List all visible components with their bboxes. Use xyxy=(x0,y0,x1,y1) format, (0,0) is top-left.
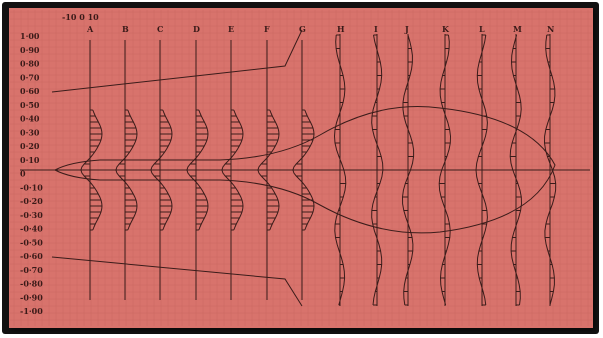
scan: -10 0 10 A B C D E F G H I J K L M N 1·00 0·90 0·80 0·70… xyxy=(0,0,603,338)
column-label: J xyxy=(404,24,409,34)
column-label: M xyxy=(513,24,522,34)
y-label: -0·10 xyxy=(20,182,43,192)
y-label: -1·00 xyxy=(20,306,43,316)
y-label: 0·10 xyxy=(20,155,40,165)
column-label: C xyxy=(157,24,163,34)
y-label: 0·50 xyxy=(20,100,40,110)
column-label: I xyxy=(374,24,378,34)
y-label: 0·30 xyxy=(20,127,40,137)
column-label: A xyxy=(86,24,94,34)
column-label: B xyxy=(122,24,129,34)
y-label: 0 xyxy=(20,169,26,179)
column-label: E xyxy=(228,24,234,34)
column-label: F xyxy=(264,24,270,34)
scale-label: -10 0 10 xyxy=(62,12,99,22)
y-label: 0·70 xyxy=(20,72,40,82)
y-label: 1·00 xyxy=(20,31,40,41)
column-label: N xyxy=(547,24,554,34)
column-label: G xyxy=(299,24,306,34)
y-label: -0·80 xyxy=(20,279,43,289)
column-label: D xyxy=(193,24,200,34)
y-label: -0·30 xyxy=(20,210,43,220)
page: -10 0 10 A B C D E F G H I J K L M N 1·00 0·90 0·80 0·70… xyxy=(0,0,603,338)
y-label: -0·60 xyxy=(20,251,43,261)
column-label: H xyxy=(337,24,345,34)
y-label: -0·90 xyxy=(20,292,43,302)
y-label: -0·70 xyxy=(20,265,43,275)
y-label: -0·50 xyxy=(20,237,43,247)
y-label: 0·80 xyxy=(20,59,40,69)
y-label: -0·20 xyxy=(20,196,43,206)
y-label: -0·40 xyxy=(20,224,43,234)
column-label: K xyxy=(442,24,450,34)
y-label: 0·90 xyxy=(20,45,40,55)
y-label: 0·60 xyxy=(20,86,40,96)
y-label: 0·40 xyxy=(20,114,40,124)
column-label: L xyxy=(479,24,485,34)
y-label: 0·20 xyxy=(20,141,40,151)
